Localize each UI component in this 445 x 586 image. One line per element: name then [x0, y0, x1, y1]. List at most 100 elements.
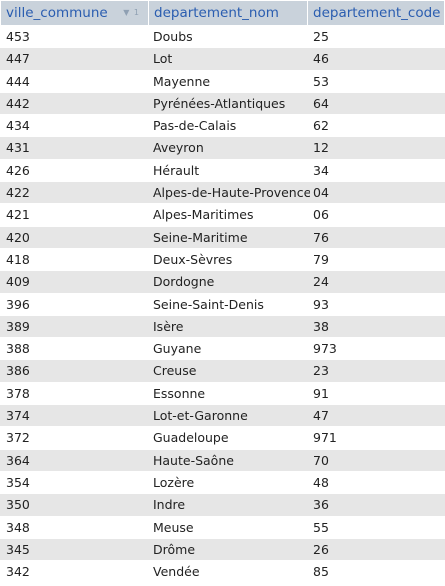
table-cell-departement-code: 79	[313, 251, 329, 267]
table-row[interactable]: 345 Drôme 26	[0, 538, 445, 562]
table-row[interactable]: 378 Essonne 91	[0, 382, 445, 406]
table-cell-departement-code: 53	[313, 73, 329, 89]
table-cell-departement-code: 06	[313, 207, 329, 223]
table-row[interactable]: 418 Deux-Sèvres 79	[0, 248, 445, 272]
table-cell-departement-code: 23	[313, 363, 329, 379]
table-cell-departement-code: 24	[313, 274, 329, 290]
table-cell-departement-code: 38	[313, 318, 329, 334]
table-cell-ville-commune: 372	[6, 430, 30, 446]
table-cell-ville-commune: 434	[6, 118, 30, 134]
table-cell-departement-code: 48	[313, 474, 329, 490]
table-cell-departement-nom: Dordogne	[153, 274, 215, 290]
table-cell-ville-commune: 388	[6, 341, 30, 357]
table-row[interactable]: 444 Mayenne 53	[0, 70, 445, 93]
table-row[interactable]: 374 Lot-et-Garonne 47	[0, 405, 445, 428]
table-row[interactable]: 447 Lot 46	[0, 48, 445, 71]
table-cell-departement-nom: Vendée	[153, 564, 200, 580]
sort-descending-icon[interactable]: ▼ 1	[123, 8, 140, 17]
table-cell-departement-nom: Isère	[153, 318, 184, 334]
table-cell-departement-nom: Pyrénées-Atlantiques	[153, 95, 286, 111]
column-header-label: ville_commune	[6, 5, 108, 21]
table-row[interactable]: 431 Aveyron 12	[0, 137, 445, 160]
table-cell-departement-code: 04	[313, 185, 329, 201]
table-cell-departement-nom: Alpes-de-Haute-Provence	[153, 185, 310, 201]
table-row[interactable]: 342 Vendée 85	[0, 561, 445, 584]
table-cell-departement-nom: Aveyron	[153, 140, 204, 156]
table-cell-departement-nom: Essonne	[153, 385, 206, 401]
table-cell-departement-nom: Hérault	[153, 162, 200, 178]
table-cell-departement-nom: Seine-Maritime	[153, 229, 248, 245]
table-row[interactable]: 389 Isère 38	[0, 315, 445, 339]
column-header-departement-code[interactable]: departement_code	[308, 1, 444, 25]
table-cell-departement-code: 62	[313, 118, 329, 134]
column-header-ville-commune[interactable]: ville_commune ▼ 1	[1, 1, 148, 25]
table-cell-ville-commune: 409	[6, 274, 30, 290]
table-row[interactable]: 388 Guyane 973	[0, 338, 445, 361]
table-row[interactable]: 350 Indre 36	[0, 494, 445, 517]
column-header-label: departement_code	[313, 5, 441, 21]
table-cell-ville-commune: 386	[6, 363, 30, 379]
column-header-departement-nom[interactable]: departement_nom	[149, 1, 307, 25]
table-cell-departement-code: 36	[313, 497, 329, 513]
table-cell-departement-code: 70	[313, 452, 329, 468]
table-cell-ville-commune: 418	[6, 251, 30, 267]
table-cell-ville-commune: 345	[6, 541, 30, 557]
table-cell-ville-commune: 442	[6, 95, 30, 111]
table-row[interactable]: 396 Seine-Saint-Denis 93	[0, 293, 445, 316]
table-cell-ville-commune: 350	[6, 497, 30, 513]
table-cell-departement-nom: Indre	[153, 497, 186, 513]
table-cell-ville-commune: 421	[6, 207, 30, 223]
table-cell-ville-commune: 389	[6, 318, 30, 334]
table-cell-departement-nom: Lozère	[153, 474, 195, 490]
table-cell-departement-nom: Alpes-Maritimes	[153, 207, 254, 223]
table-row[interactable]: 453 Doubs 25	[0, 26, 445, 49]
table-cell-ville-commune: 348	[6, 519, 30, 535]
table-cell-departement-code: 12	[313, 140, 329, 156]
table-cell-departement-nom: Guyane	[153, 341, 202, 357]
table-cell-departement-nom: Lot	[153, 51, 173, 67]
table-row[interactable]: 348 Meuse 55	[0, 516, 445, 539]
table-cell-departement-nom: Lot-et-Garonne	[153, 408, 248, 424]
table-cell-departement-nom: Deux-Sèvres	[153, 251, 233, 267]
table-row[interactable]: 372 Guadeloupe 971	[0, 427, 445, 450]
table-cell-ville-commune: 342	[6, 564, 30, 580]
table-cell-ville-commune: 447	[6, 51, 30, 67]
table-cell-departement-code: 93	[313, 296, 329, 312]
table-row[interactable]: 409 Dordogne 24	[0, 271, 445, 294]
table-cell-departement-nom: Drôme	[153, 541, 196, 557]
table-cell-departement-nom: Haute-Saône	[153, 452, 234, 468]
table-row[interactable]: 421 Alpes-Maritimes 06	[0, 204, 445, 227]
table-row[interactable]: 354 Lozère 48	[0, 471, 445, 495]
table-header-row: ville_commune ▼ 1 departement_nom depart…	[0, 0, 445, 26]
table-cell-ville-commune: 378	[6, 385, 30, 401]
table-row[interactable]: 434 Pas-de-Calais 62	[0, 115, 445, 138]
table-row[interactable]: 426 Hérault 34	[0, 159, 445, 183]
table-row[interactable]: 422 Alpes-de-Haute-Provence 04	[0, 182, 445, 205]
table-row[interactable]: 420 Seine-Maritime 76	[0, 226, 445, 249]
table-cell-ville-commune: 453	[6, 29, 30, 44]
table-row[interactable]: 364 Haute-Saône 70	[0, 449, 445, 472]
table-cell-departement-code: 76	[313, 229, 329, 245]
table-cell-ville-commune: 374	[6, 408, 30, 424]
table-cell-departement-code: 25	[313, 29, 329, 44]
table-cell-ville-commune: 364	[6, 452, 30, 468]
table-cell-departement-code: 85	[313, 564, 329, 580]
table-cell-departement-code: 971	[313, 430, 337, 446]
table-cell-departement-code: 64	[313, 95, 329, 111]
table-cell-ville-commune: 431	[6, 140, 30, 156]
table-cell-departement-nom: Guadeloupe	[153, 430, 229, 446]
table-row[interactable]: 386 Creuse 23	[0, 360, 445, 383]
table-cell-departement-nom: Pas-de-Calais	[153, 118, 237, 134]
table-cell-departement-code: 34	[313, 162, 329, 178]
table-cell-ville-commune: 422	[6, 185, 30, 201]
table-cell-departement-nom: Mayenne	[153, 73, 211, 89]
table-cell-departement-nom: Meuse	[153, 519, 194, 535]
table-cell-departement-nom: Creuse	[153, 363, 197, 379]
table-cell-ville-commune: 444	[6, 73, 30, 89]
table-cell-ville-commune: 426	[6, 162, 30, 178]
table-cell-ville-commune: 420	[6, 229, 30, 245]
table-cell-ville-commune: 354	[6, 474, 30, 490]
table-row[interactable]: 442 Pyrénées-Atlantiques 64	[0, 92, 445, 116]
table-cell-departement-code: 26	[313, 541, 329, 557]
